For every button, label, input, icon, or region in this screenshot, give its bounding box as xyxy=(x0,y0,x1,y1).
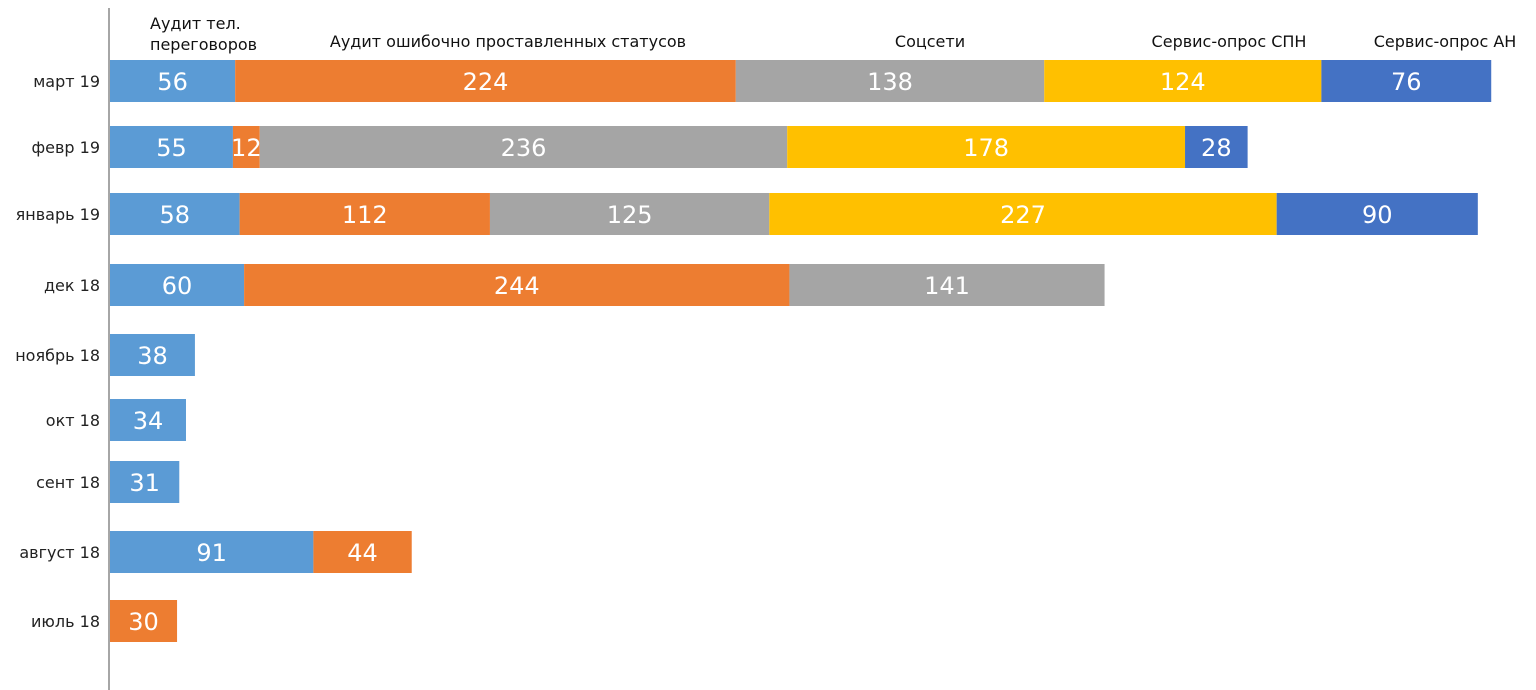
legend: Аудит тел. переговоров Аудит ошибочно прос… xyxy=(150,14,1516,54)
bar-value-label: 31 xyxy=(129,469,160,497)
legend-item-5: Сервис-опрос АН xyxy=(1374,32,1517,51)
bar-value-label: 91 xyxy=(196,539,227,567)
bar-segment xyxy=(110,126,233,168)
bar-value-label: 141 xyxy=(924,272,970,300)
bar-segment xyxy=(110,264,245,306)
category-label: июль 18 xyxy=(31,612,100,631)
bar-value-label: 56 xyxy=(157,68,188,96)
category-label: окт 18 xyxy=(46,411,100,430)
category-label: дек 18 xyxy=(44,276,100,295)
bar-segment xyxy=(1276,193,1478,235)
bar-value-label: 178 xyxy=(963,134,1009,162)
bar-value-label: 244 xyxy=(494,272,540,300)
bar-segment xyxy=(789,264,1105,306)
category-label: ноябрь 18 xyxy=(15,346,100,365)
bar-value-label: 30 xyxy=(128,608,159,636)
category-labels: март 19 февр 19 январь 19 дек 18 ноябрь 18 ок… xyxy=(15,72,100,631)
bar-value-label: 76 xyxy=(1391,68,1422,96)
legend-item-2: Аудит ошибочно проставленных статусов xyxy=(330,32,686,51)
legend-item-1: Аудит тел. переговоров xyxy=(150,14,257,54)
bars: 56 224 138 124 76 55 12 236 178 28 58 112 125 227 90 60… xyxy=(110,60,1492,642)
bar-segment xyxy=(232,126,260,168)
bar-value-label: 227 xyxy=(1000,201,1046,229)
bar-value-label: 125 xyxy=(607,201,653,229)
bar-segment xyxy=(110,60,236,102)
bar-value-label: 236 xyxy=(501,134,547,162)
category-label: сент 18 xyxy=(36,473,100,492)
bar-value-label: 138 xyxy=(867,68,913,96)
bar-value-label: 44 xyxy=(347,539,378,567)
bar-segment xyxy=(1321,60,1492,102)
bar-segment xyxy=(110,531,314,573)
category-label: январь 19 xyxy=(16,205,100,224)
bar-value-label: 124 xyxy=(1160,68,1206,96)
bar-value-label: 224 xyxy=(463,68,509,96)
bar-value-label: 60 xyxy=(162,272,193,300)
bar-segment xyxy=(1185,126,1248,168)
bar-segment xyxy=(313,531,412,573)
bar-segment xyxy=(110,399,186,441)
bar-segment xyxy=(110,193,240,235)
bar-value-label: 28 xyxy=(1201,134,1232,162)
bar-segment xyxy=(244,264,790,306)
bar-segment xyxy=(769,193,1277,235)
bar-segment xyxy=(110,600,178,642)
bar-segment xyxy=(110,334,195,376)
bar-segment xyxy=(259,126,788,168)
bar-segment xyxy=(489,193,770,235)
bar-segment xyxy=(110,461,180,503)
bar-segment xyxy=(735,60,1045,102)
category-label: февр 19 xyxy=(31,138,100,157)
bar-value-label: 34 xyxy=(133,407,164,435)
category-label: март 19 xyxy=(33,72,100,91)
bar-value-label: 12 xyxy=(231,134,262,162)
legend-item-4: Сервис-опрос СПН xyxy=(1152,32,1307,51)
bar-value-label: 112 xyxy=(342,201,388,229)
bar-segment xyxy=(239,193,490,235)
category-label: август 18 xyxy=(19,543,100,562)
bar-value-label: 38 xyxy=(137,342,168,370)
bar-segment xyxy=(235,60,736,102)
bar-segment xyxy=(1044,60,1322,102)
bar-value-label: 58 xyxy=(160,201,191,229)
legend-item-3: Соцсети xyxy=(895,32,965,51)
bar-value-label: 55 xyxy=(156,134,187,162)
bar-value-label: 90 xyxy=(1362,201,1393,229)
bar-segment xyxy=(787,126,1186,168)
